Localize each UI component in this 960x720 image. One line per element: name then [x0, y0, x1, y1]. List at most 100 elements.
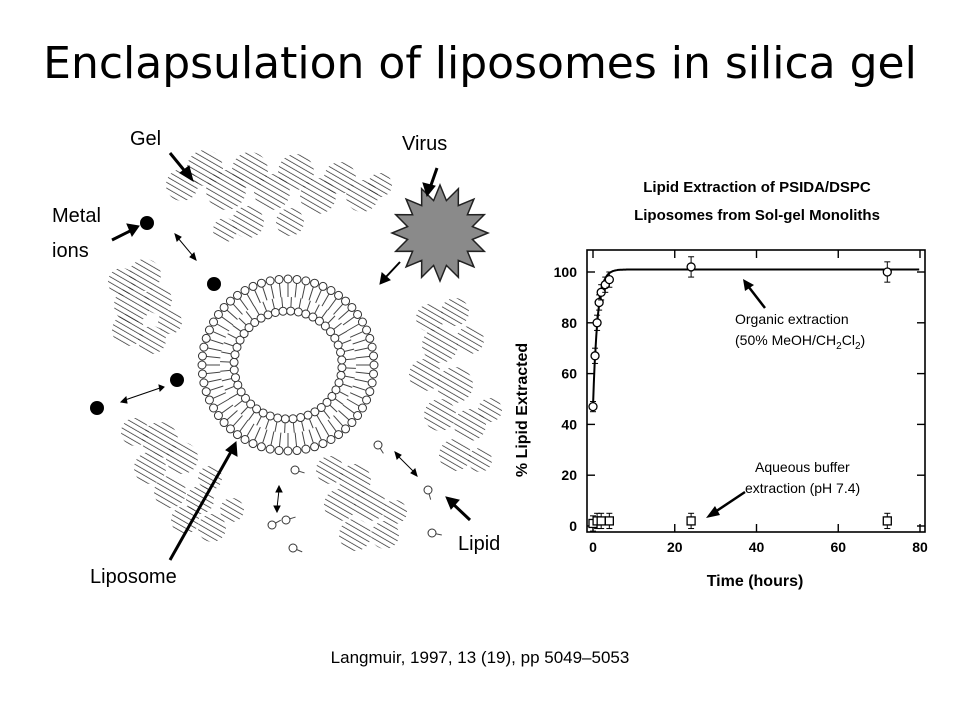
aqueous-data-point: [882, 516, 892, 526]
lipid-head: [334, 290, 344, 300]
lipid-head: [369, 351, 379, 361]
x-tick-label: 80: [912, 539, 928, 555]
lipid-head: [233, 380, 243, 390]
metal-ions-label-line1: Metal: [52, 205, 101, 227]
diagram-arrows: [111, 152, 472, 561]
lipid-arrowhead: [445, 496, 460, 510]
virus-arrowhead: [422, 182, 436, 198]
lipid-head: [308, 312, 318, 322]
metal-ions-label-line2: ions: [52, 240, 89, 262]
lipid-head: [362, 395, 372, 405]
aqueous-data-point: [596, 516, 606, 526]
lipid-head: [209, 403, 219, 413]
y-tick-label: 80: [561, 315, 577, 331]
lipid-head: [326, 434, 336, 444]
aqueous-annotation-line2: extraction (pH 7.4): [745, 480, 860, 496]
gel-cluster-bottom-left: [121, 418, 244, 542]
x-tick-label: 40: [749, 539, 765, 555]
lipid-head: [318, 439, 328, 449]
lipid-head: [353, 411, 363, 421]
lipid-head: [365, 387, 375, 397]
lipid-head: [232, 430, 242, 440]
lipid-head: [310, 278, 320, 288]
organic-data-point: [604, 274, 614, 285]
organic-annotation-line1: Organic extraction: [735, 311, 849, 327]
y-tick-label: 100: [554, 264, 578, 280]
lipid-head: [197, 360, 207, 370]
lipid-head: [320, 321, 330, 331]
fit-line: [592, 268, 920, 407]
lipid-head: [209, 317, 219, 327]
lipid-head: [230, 350, 240, 360]
lipid-head: [367, 378, 377, 388]
lipid-head: [219, 302, 229, 312]
diffusion-arrows: [119, 233, 418, 514]
lipid-head: [240, 286, 250, 296]
liposome-arrow: [168, 449, 234, 561]
organic-annotation-arrow: [747, 285, 766, 309]
virus-approach-arrowhead: [379, 272, 391, 285]
metal-arrowhead: [126, 223, 140, 238]
lipid-head: [250, 317, 260, 327]
y-tick-label: 0: [569, 518, 577, 534]
lipid-head: [229, 357, 239, 367]
lipid-head: [365, 333, 375, 343]
lipid-head: [256, 442, 266, 452]
virus-label: Virus: [402, 133, 447, 155]
x-tick-label: 20: [667, 539, 683, 555]
gel-cluster-top: [166, 150, 392, 242]
lipid-head: [244, 323, 254, 333]
metal-ion: [170, 373, 184, 387]
lipid-head: [283, 446, 293, 456]
lipid-head: [280, 414, 290, 424]
lipid-head: [270, 307, 280, 317]
lipid-head: [303, 410, 313, 420]
lipid-head: [341, 424, 351, 434]
lipid-head: [265, 444, 275, 454]
citation: Langmuir, 1997, 13 (19), pp 5049–5053: [330, 648, 630, 667]
lipid-extraction-chart: Lipid Extraction of PSIDA/DSPC Liposomes…: [514, 179, 928, 590]
lipid-head: [278, 306, 288, 316]
liposome-label: Liposome: [90, 566, 177, 588]
lipid-head: [357, 317, 367, 327]
lipid-label: Lipid: [458, 533, 500, 555]
metal-ion: [90, 401, 104, 415]
gel-arrowhead: [179, 165, 194, 183]
lipid-head: [258, 408, 268, 418]
lipid-head: [274, 446, 284, 456]
lipid-head: [283, 274, 293, 284]
lipid-head: [301, 444, 311, 454]
lipid-head: [213, 411, 223, 421]
lipid-head: [240, 434, 250, 444]
y-tick-label: 20: [561, 467, 577, 483]
organic-data-point: [594, 297, 604, 308]
lipid-arrow: [450, 501, 472, 522]
aqueous-annotation-arrowhead: [706, 506, 720, 518]
x-tick-label: 0: [589, 539, 597, 555]
free-lipid-head: [423, 485, 433, 495]
lipid-head: [199, 378, 209, 388]
lipid-head: [240, 393, 250, 403]
lipid-head: [197, 369, 207, 379]
lipid-head: [256, 278, 266, 288]
lipid-head: [230, 373, 240, 383]
x-axis-label: Time (hours): [707, 573, 804, 590]
lipid-head: [286, 306, 296, 316]
lipid-head: [199, 342, 209, 352]
lipid-head: [239, 329, 249, 339]
lipid-head: [316, 403, 326, 413]
organic-data-point: [590, 351, 600, 361]
lipid-head: [263, 310, 273, 320]
metal-ion: [140, 216, 154, 230]
data-points: [588, 256, 892, 532]
aqueous-annotation-arrow: [714, 490, 746, 514]
virus-shape: [390, 183, 490, 283]
lipid-head: [369, 369, 379, 379]
aqueous-data-point: [604, 516, 614, 526]
lipid-head: [314, 316, 324, 326]
lipid-head: [201, 387, 211, 397]
lipid-head: [326, 327, 336, 337]
lipid-head: [197, 351, 207, 361]
lipid-head: [292, 446, 302, 456]
lipid-head: [235, 335, 245, 345]
